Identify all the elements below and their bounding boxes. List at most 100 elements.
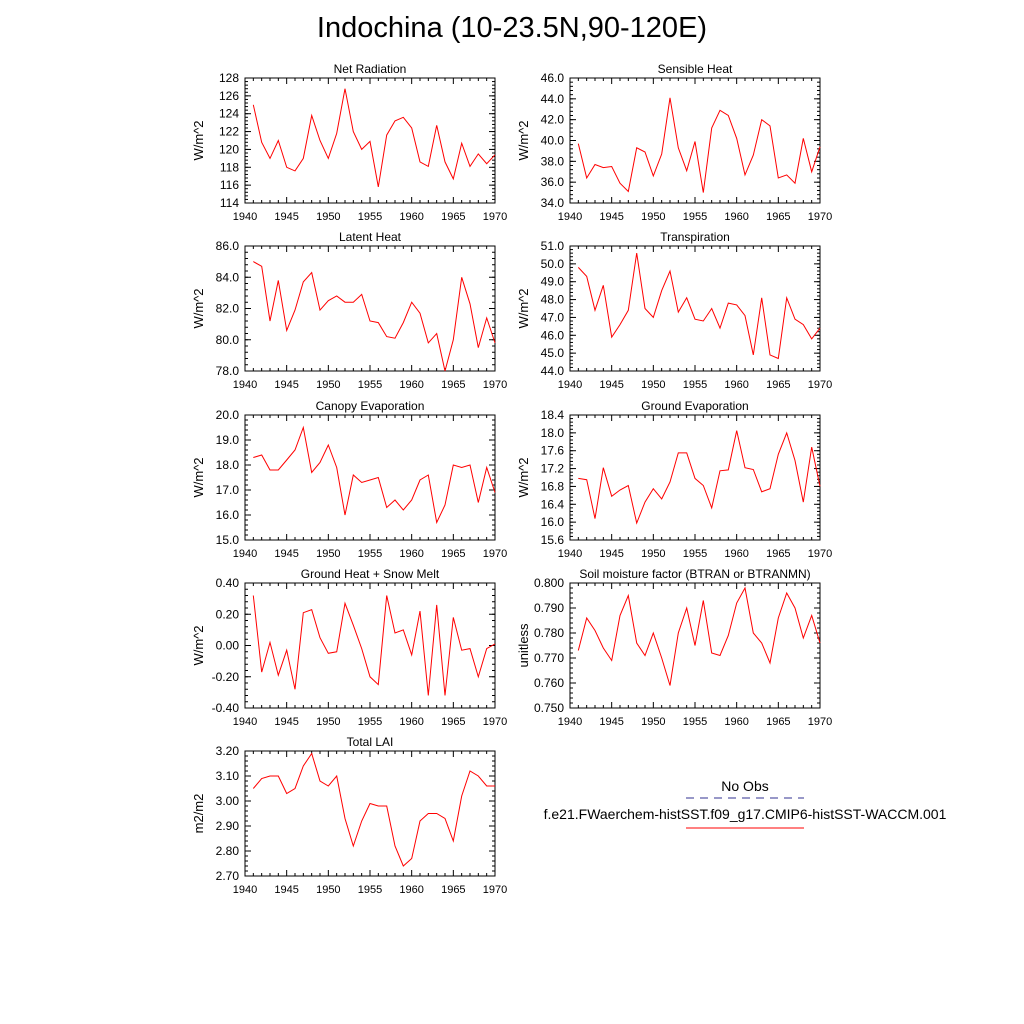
x-tick-label: 1950 [641, 548, 665, 560]
y-tick-label: 0.770 [534, 651, 564, 665]
x-tick-label: 1970 [808, 548, 832, 560]
x-tick-label: 1940 [558, 211, 582, 223]
y-tick-label: 0.40 [216, 576, 240, 590]
y-tick-label: 118 [220, 160, 239, 174]
y-tick-label: -0.40 [212, 701, 240, 715]
y-tick-label: 19.0 [216, 433, 240, 447]
plot-frame [244, 750, 496, 877]
series-line [252, 88, 496, 187]
y-tick-label: 48.0 [541, 293, 565, 307]
x-tick-label: 1940 [558, 548, 582, 560]
panel-title: Canopy Evaporation [316, 399, 425, 413]
x-tick-label: 1940 [233, 884, 257, 896]
y-tick-label: 46.0 [541, 71, 565, 85]
y-tick-label: 49.0 [541, 275, 565, 289]
panel-ground-evaporation: Ground Evaporation W/m^2 1940 1945 1950 1955 1… [516, 399, 832, 560]
panel-title: Sensible Heat [658, 62, 733, 76]
series-line [252, 752, 495, 867]
x-tick-label: 1945 [274, 884, 298, 896]
x-tick-label: 1965 [441, 379, 465, 391]
y-tick-label: 3.10 [216, 769, 240, 783]
x-tick-label: 1970 [808, 716, 832, 728]
x-tick-label: 1965 [441, 716, 465, 728]
x-tick-label: 1965 [441, 548, 465, 560]
panel-canopy-evaporation: Canopy Evaporation W/m^2 1940 1945 1950 1955 1… [191, 399, 507, 560]
y-tick-label: 78.0 [216, 364, 240, 378]
x-tick-label: 1955 [683, 379, 707, 391]
x-tick-label: 1950 [316, 379, 340, 391]
y-tick-label: 120 [219, 142, 239, 156]
y-tick-label: 128 [219, 71, 239, 85]
y-tick-label: 42.0 [541, 113, 565, 127]
x-tick-label: 1965 [766, 548, 790, 560]
x-tick-label: 1960 [724, 716, 748, 728]
x-tick-label: 1945 [274, 379, 298, 391]
series-line [253, 425, 496, 525]
y-tick-label: 16.8 [541, 479, 565, 493]
figure-title: Indochina (10-23.5N,90-120E) [316, 12, 708, 44]
y-tick-label: 86.0 [216, 239, 240, 253]
y-tick-label: 2.70 [216, 869, 240, 883]
x-tick-label: 1960 [399, 716, 423, 728]
x-tick-label: 1960 [399, 548, 423, 560]
x-tick-label: 1950 [316, 884, 340, 896]
series-line [578, 430, 821, 525]
y-tick-label: 20.0 [216, 408, 240, 422]
x-tick-label: 1955 [358, 716, 382, 728]
panel-title: Total LAI [347, 735, 394, 749]
x-tick-label: 1970 [483, 716, 507, 728]
y-tick-label: 16.0 [541, 515, 565, 529]
x-tick-label: 1945 [274, 548, 298, 560]
panel-title: Ground Evaporation [641, 399, 748, 413]
x-tick-label: 1955 [683, 211, 707, 223]
y-tick-label: 0.750 [534, 701, 564, 715]
y-tick-label: 126 [219, 89, 239, 103]
series-line [252, 595, 496, 696]
y-tick-label: 47.0 [541, 310, 565, 324]
x-tick-label: 1950 [641, 211, 665, 223]
y-axis-label: W/m^2 [191, 625, 206, 665]
x-tick-label: 1945 [599, 211, 623, 223]
x-tick-label: 1970 [808, 211, 832, 223]
x-tick-label: 1960 [724, 548, 748, 560]
y-tick-label: 18.0 [216, 458, 240, 472]
y-tick-label: 50.0 [541, 257, 565, 271]
x-tick-label: 1965 [766, 379, 790, 391]
x-tick-label: 1950 [316, 548, 340, 560]
x-tick-label: 1965 [441, 211, 465, 223]
x-tick-label: 1965 [766, 716, 790, 728]
y-tick-label: 0.780 [534, 626, 564, 640]
y-tick-label: 116 [220, 178, 239, 192]
x-tick-label: 1950 [316, 211, 340, 223]
y-tick-label: 44.0 [541, 364, 565, 378]
x-tick-label: 1950 [641, 379, 665, 391]
y-axis-label: W/m^2 [516, 288, 531, 328]
plot-frame [244, 77, 496, 204]
x-tick-label: 1955 [358, 211, 382, 223]
panel-latent-heat: Latent Heat W/m^2 1940 1945 1950 1955 1960 1965… [191, 230, 507, 391]
x-tick-label: 1955 [683, 548, 707, 560]
x-tick-label: 1960 [399, 884, 423, 896]
y-tick-label: 51.0 [541, 239, 565, 253]
panel-sensible-heat: Sensible Heat W/m^2 1940 1945 1950 1955 1960 19… [516, 62, 832, 223]
x-tick-label: 1940 [233, 716, 257, 728]
x-tick-label: 1945 [274, 211, 298, 223]
y-tick-label: 15.6 [541, 533, 565, 547]
y-tick-label: 16.0 [216, 508, 240, 522]
panel-title: Net Radiation [334, 62, 407, 76]
y-tick-label: 114 [220, 196, 239, 210]
x-tick-label: 1965 [766, 211, 790, 223]
y-tick-label: 84.0 [216, 270, 240, 284]
x-tick-label: 1965 [441, 884, 465, 896]
panel-transpiration: Transpiration W/m^2 1940 1945 1950 1955 1960 19… [516, 230, 832, 391]
x-tick-label: 1940 [233, 211, 257, 223]
y-tick-label: 45.0 [541, 346, 565, 360]
plot-frame [244, 582, 496, 709]
plot-frame [569, 77, 821, 204]
y-tick-label: 38.0 [541, 154, 565, 168]
y-tick-label: 0.20 [216, 607, 240, 621]
y-tick-label: 0.790 [534, 601, 564, 615]
series-line [577, 586, 821, 686]
y-tick-label: 17.0 [216, 483, 240, 497]
y-axis-label: W/m^2 [516, 120, 531, 160]
